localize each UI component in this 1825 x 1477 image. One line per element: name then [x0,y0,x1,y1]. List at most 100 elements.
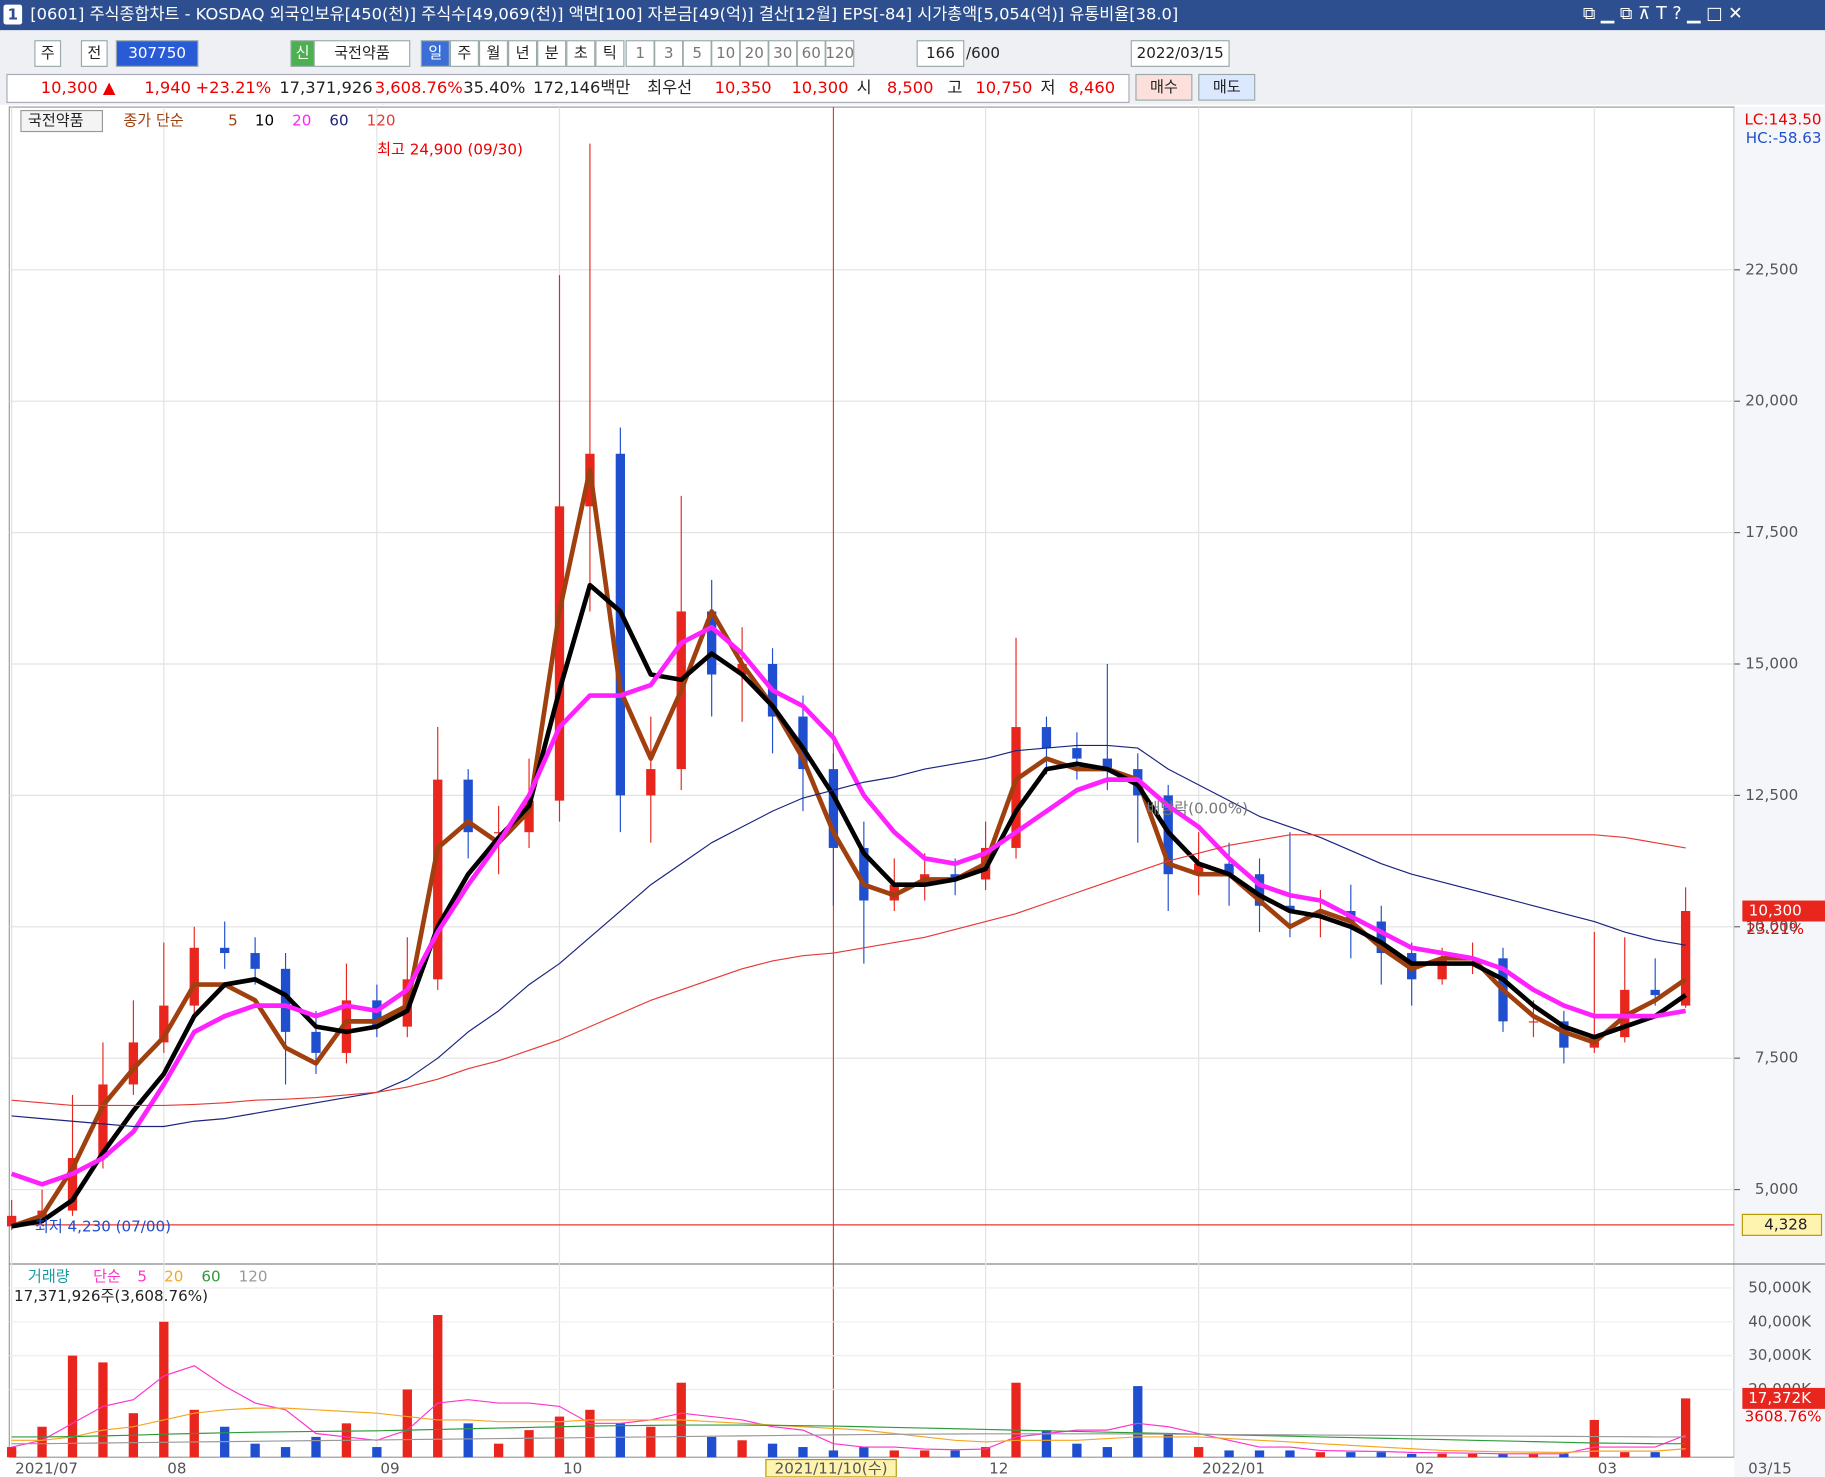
x-tick-label: 08 [167,1459,186,1477]
volume-bar [554,1416,565,1458]
interval-button-box[interactable] [768,40,798,67]
interval-button[interactable]: 30 [773,44,792,62]
x-tick-label: 2022/01 [1202,1459,1265,1477]
x-tick-label: 09 [380,1459,399,1477]
period-button[interactable]: 년 [516,44,530,62]
volume-bar [250,1443,260,1458]
interval-button[interactable]: 1 [635,44,645,62]
volume-ma-line [11,1407,1686,1454]
volume-bar [1498,1453,1508,1458]
candle-body [950,874,960,880]
period-button[interactable]: 일 [428,44,442,62]
annotation: 배당락(0.00%) [1146,799,1248,817]
candle-body [463,779,473,833]
legend-name: 국전약품 [28,112,84,130]
mode-button-box[interactable] [80,40,108,67]
candle-body [128,1042,139,1085]
candle-body [1437,958,1447,980]
candle-body [889,884,899,901]
candle-body [493,832,504,834]
interval-button[interactable]: 3 [664,44,674,62]
period-button-box[interactable] [508,40,538,67]
buy-button[interactable]: 매수 [1150,78,1178,96]
period-button[interactable]: 월 [487,44,501,62]
title-bar [0,0,1825,31]
code-input[interactable]: 307750 [128,44,186,62]
quote-change: 1,940 [144,78,191,97]
interval-button[interactable]: 60 [802,44,821,62]
period-button-box[interactable] [449,40,479,67]
candle-body [6,1215,17,1227]
volume-bar [37,1426,47,1458]
mode-button[interactable]: 주 [41,44,55,62]
period-button[interactable]: 틱 [603,44,617,62]
period-button[interactable]: 초 [574,44,588,62]
candle-body [280,968,291,1032]
tag[interactable]: 신 [296,44,310,62]
count-input-box[interactable] [916,40,965,67]
code-input-box[interactable] [115,40,199,67]
mode-button[interactable]: 전 [87,44,101,62]
interval-button[interactable]: 10 [716,44,735,62]
interval-button[interactable]: 120 [825,44,854,62]
legend-prefix: 종가 단순 [123,112,184,130]
buy-button-box[interactable] [1135,73,1193,101]
volume-bar [798,1447,808,1458]
sell-button[interactable]: 매도 [1213,78,1241,96]
count-input[interactable]: 166 [926,44,955,62]
period-button-box[interactable] [478,40,509,67]
candle-body [1102,758,1112,770]
volume-bar [980,1447,991,1458]
quote-turnover: 35.40% [463,78,525,97]
volume-bar [98,1362,108,1458]
volume-bar [646,1426,656,1458]
interval-button-box[interactable] [739,40,769,67]
candle-body [1376,921,1386,954]
quote-amount: 172,146백만 [533,78,630,97]
window-title: [0601] 주식종합차트 - KOSDAQ 외국인보유[450(천)] 주식수… [30,5,1178,24]
volume-bar [585,1409,595,1458]
volume-bar [1102,1447,1112,1458]
sell-button-box[interactable] [1198,73,1256,101]
volume-bar [1011,1382,1021,1458]
interval-button-box[interactable] [825,40,855,67]
quote-volume-ratio: 3,608.76% [375,78,463,97]
period-button[interactable]: 주 [457,44,471,62]
quote-open: 8,500 [887,78,934,97]
interval-button[interactable]: 5 [692,44,702,62]
last-price-tag [1742,900,1825,922]
volume-bar [707,1436,717,1458]
x-tick-label: 02 [1415,1459,1434,1477]
stock-name-box[interactable] [313,40,411,67]
last-change: 23.21% [1746,920,1804,938]
candle-body [798,716,808,770]
interval-button-box[interactable] [654,40,684,67]
interval-button-box[interactable] [682,40,712,67]
interval-button-box[interactable] [625,40,655,67]
quote-volume: 17,371,926 [279,78,372,97]
volume-bar [1559,1453,1569,1458]
period-button[interactable]: 분 [545,44,559,62]
interval-button-box[interactable] [796,40,826,67]
candle-body [1680,911,1691,1006]
quote-change-pct: +23.21% [196,78,272,97]
interval-button-box[interactable] [711,40,741,67]
period-button-box[interactable] [420,40,450,67]
y-tick-label: 20,000 [1745,392,1798,410]
volume-bar [1224,1450,1234,1458]
candle-body [615,453,626,796]
interval-button[interactable]: 20 [745,44,764,62]
date-input-box[interactable] [1130,40,1230,67]
candle-body [220,947,230,954]
y-tick-label: 22,500 [1745,260,1798,278]
date-input[interactable]: 2022/03/15 [1137,44,1224,62]
stock-name[interactable]: 국전약품 [334,44,390,62]
period-button-box[interactable] [595,40,625,67]
period-button-box[interactable] [566,40,596,67]
mode-button-box[interactable] [34,40,62,67]
period-button-box[interactable] [537,40,567,67]
window-controls[interactable]: ⧉ ▁ ⧉ ⊼ T ? ▁ □ ✕ [1583,4,1743,24]
candle-body [1193,863,1204,875]
volume-bar [1346,1452,1356,1458]
candle-body [1620,989,1630,1038]
